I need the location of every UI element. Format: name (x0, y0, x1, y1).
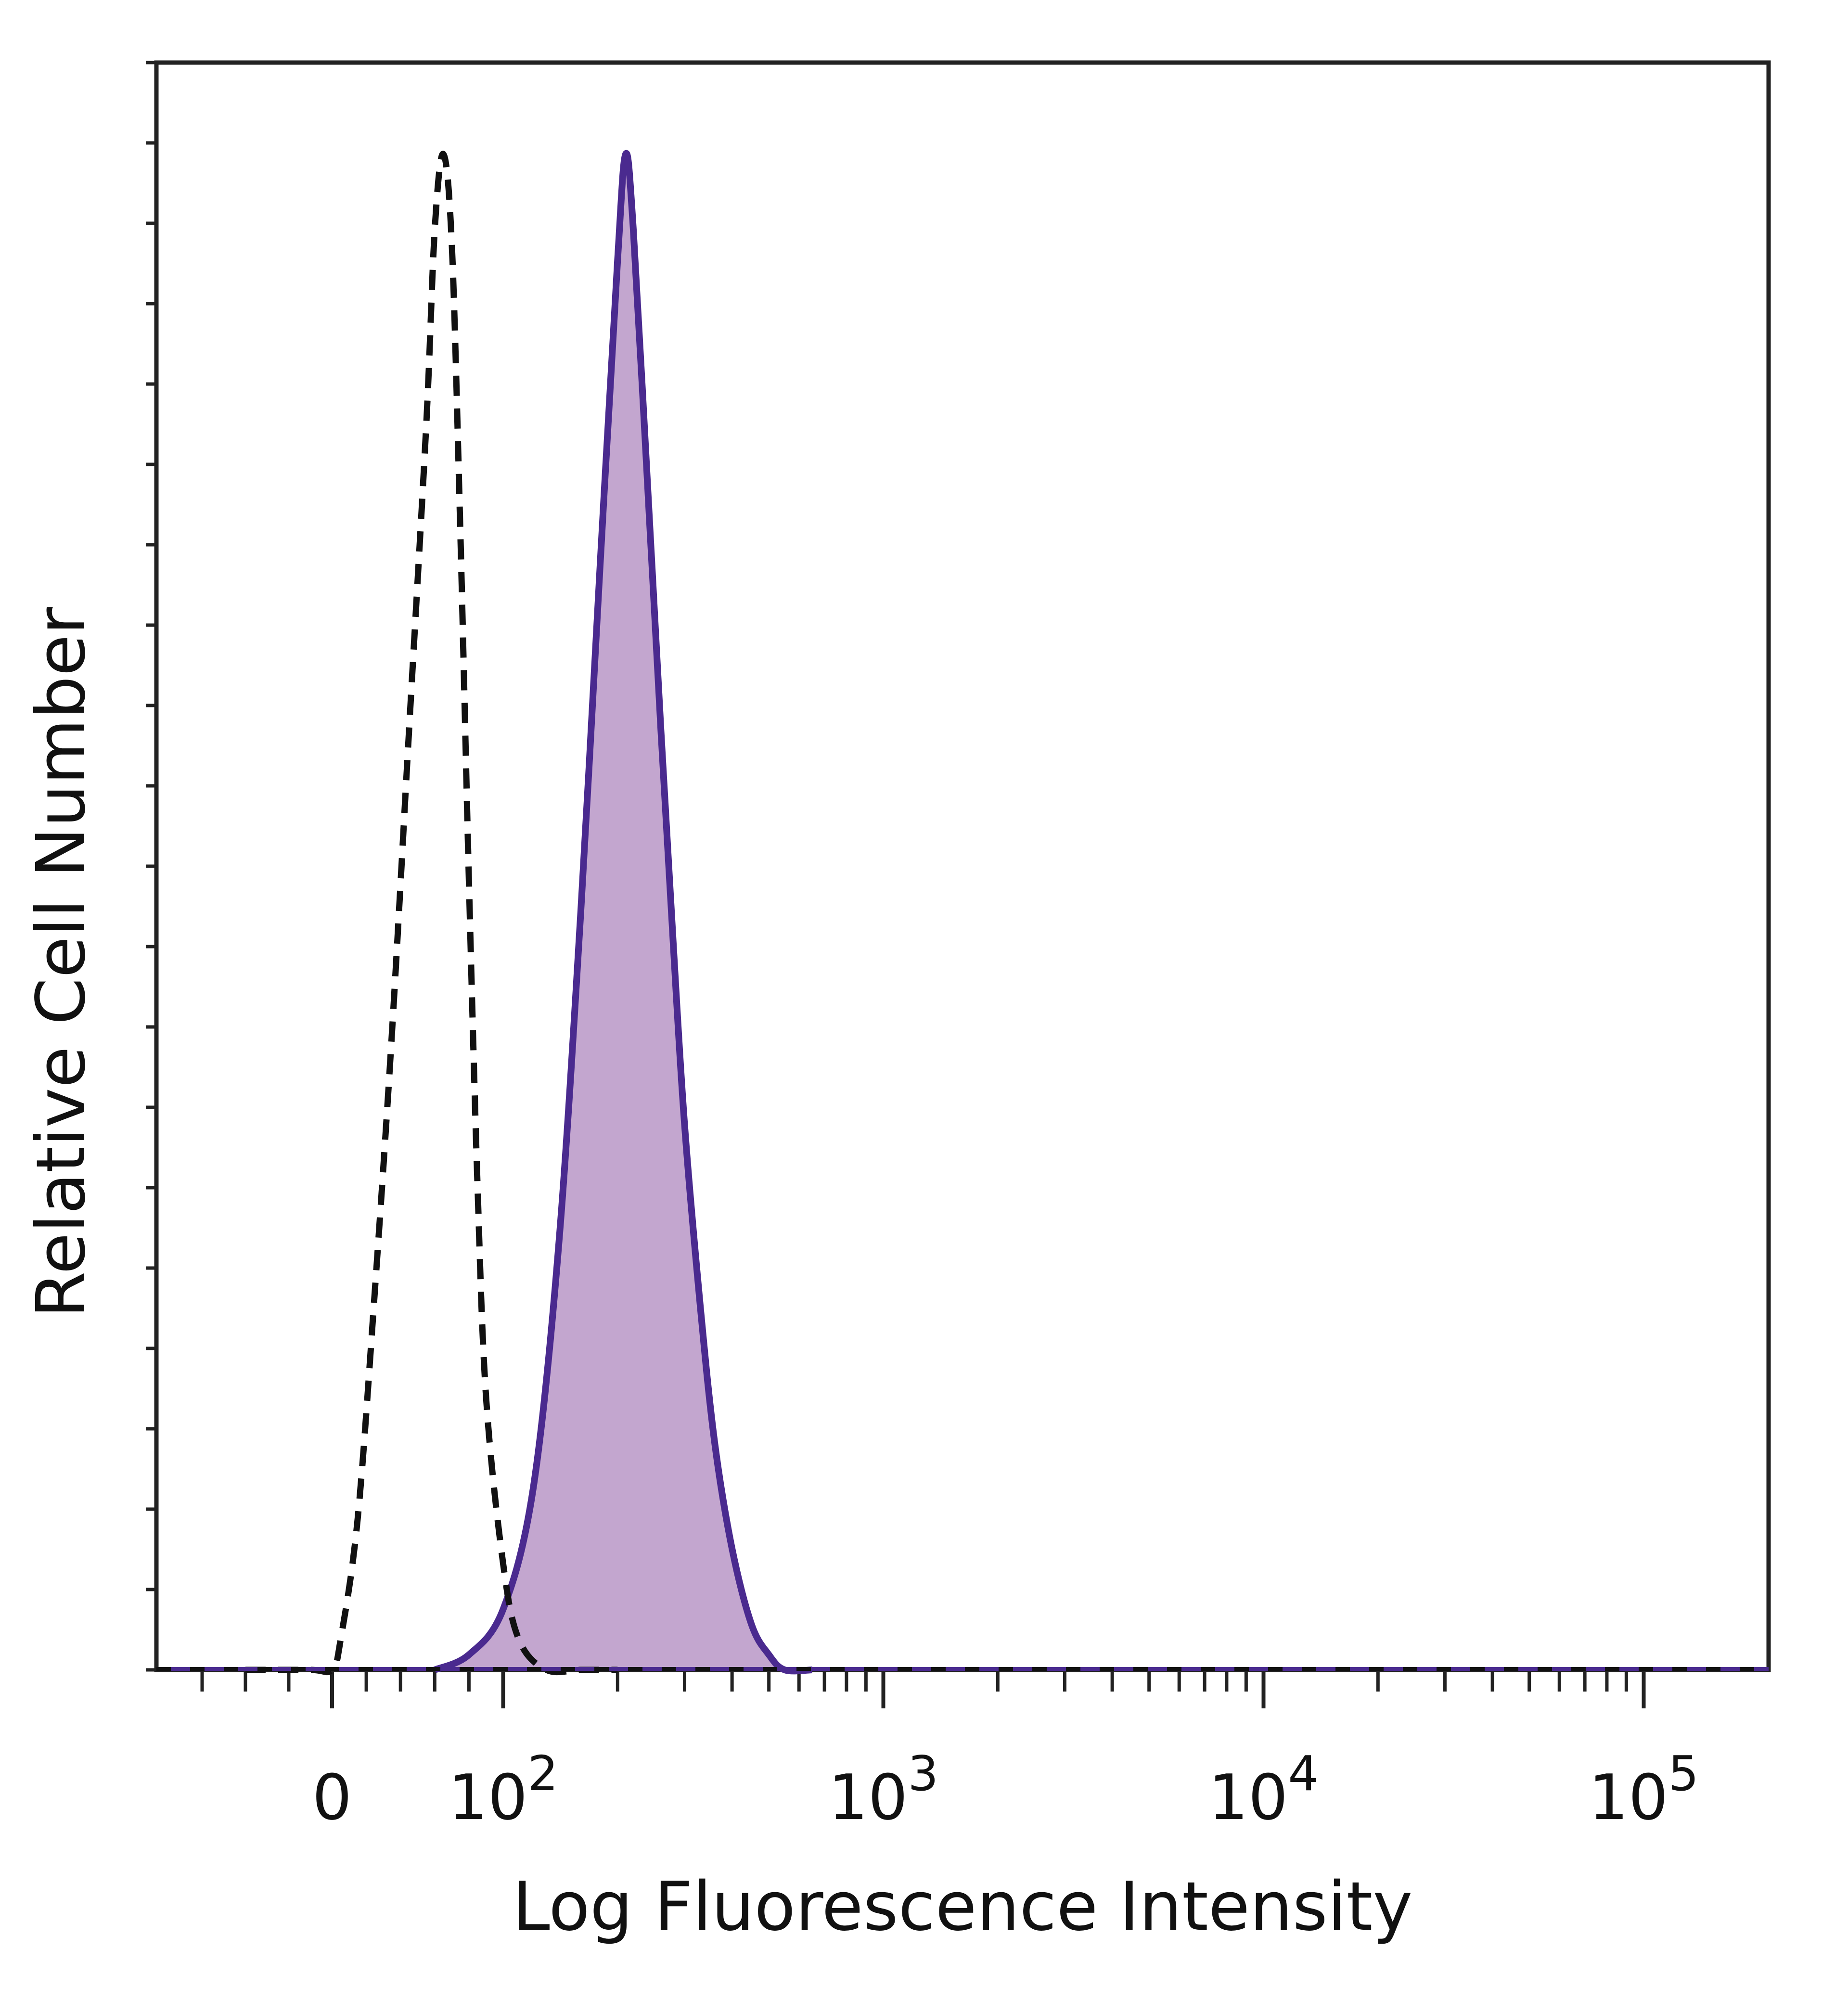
x-axis-tick-labels: 0 102 103 104 105 (312, 1745, 1699, 1834)
x-tick-label: 105 (1589, 1745, 1699, 1834)
x-tick-label: 103 (828, 1745, 938, 1834)
x-tick-label-exponent: 5 (1668, 1745, 1699, 1802)
x-tick-label-exponent: 4 (1288, 1745, 1319, 1802)
x-tick-label-base: 10 (828, 1761, 908, 1834)
stained-histogram-line (433, 150, 813, 1675)
plot-frame (154, 60, 1771, 1672)
x-tick-label-exponent: 2 (527, 1745, 558, 1802)
x-tick-label: 104 (1208, 1745, 1319, 1834)
x-tick-label: 102 (448, 1745, 558, 1834)
x-axis-ticks (200, 1670, 1646, 1708)
x-tick-label-base: 10 (448, 1761, 527, 1834)
stained-histogram-fill (435, 153, 812, 1671)
x-tick-label-base: 10 (1208, 1761, 1288, 1834)
x-axis-title: Log Fluorescence Intensity (513, 1868, 1413, 1946)
x-tick-label-base: 0 (312, 1761, 352, 1834)
y-axis-title: Relative Cell Number (22, 607, 101, 1318)
x-tick-label-base: 10 (1589, 1761, 1668, 1834)
series-layer (156, 150, 1769, 1676)
plot-area (146, 60, 1771, 1708)
control-histogram-dashed-line (245, 151, 618, 1676)
x-tick-label-exponent: 3 (908, 1745, 938, 1802)
x-tick-label: 0 (312, 1761, 352, 1834)
y-axis-ticks (146, 61, 156, 1672)
